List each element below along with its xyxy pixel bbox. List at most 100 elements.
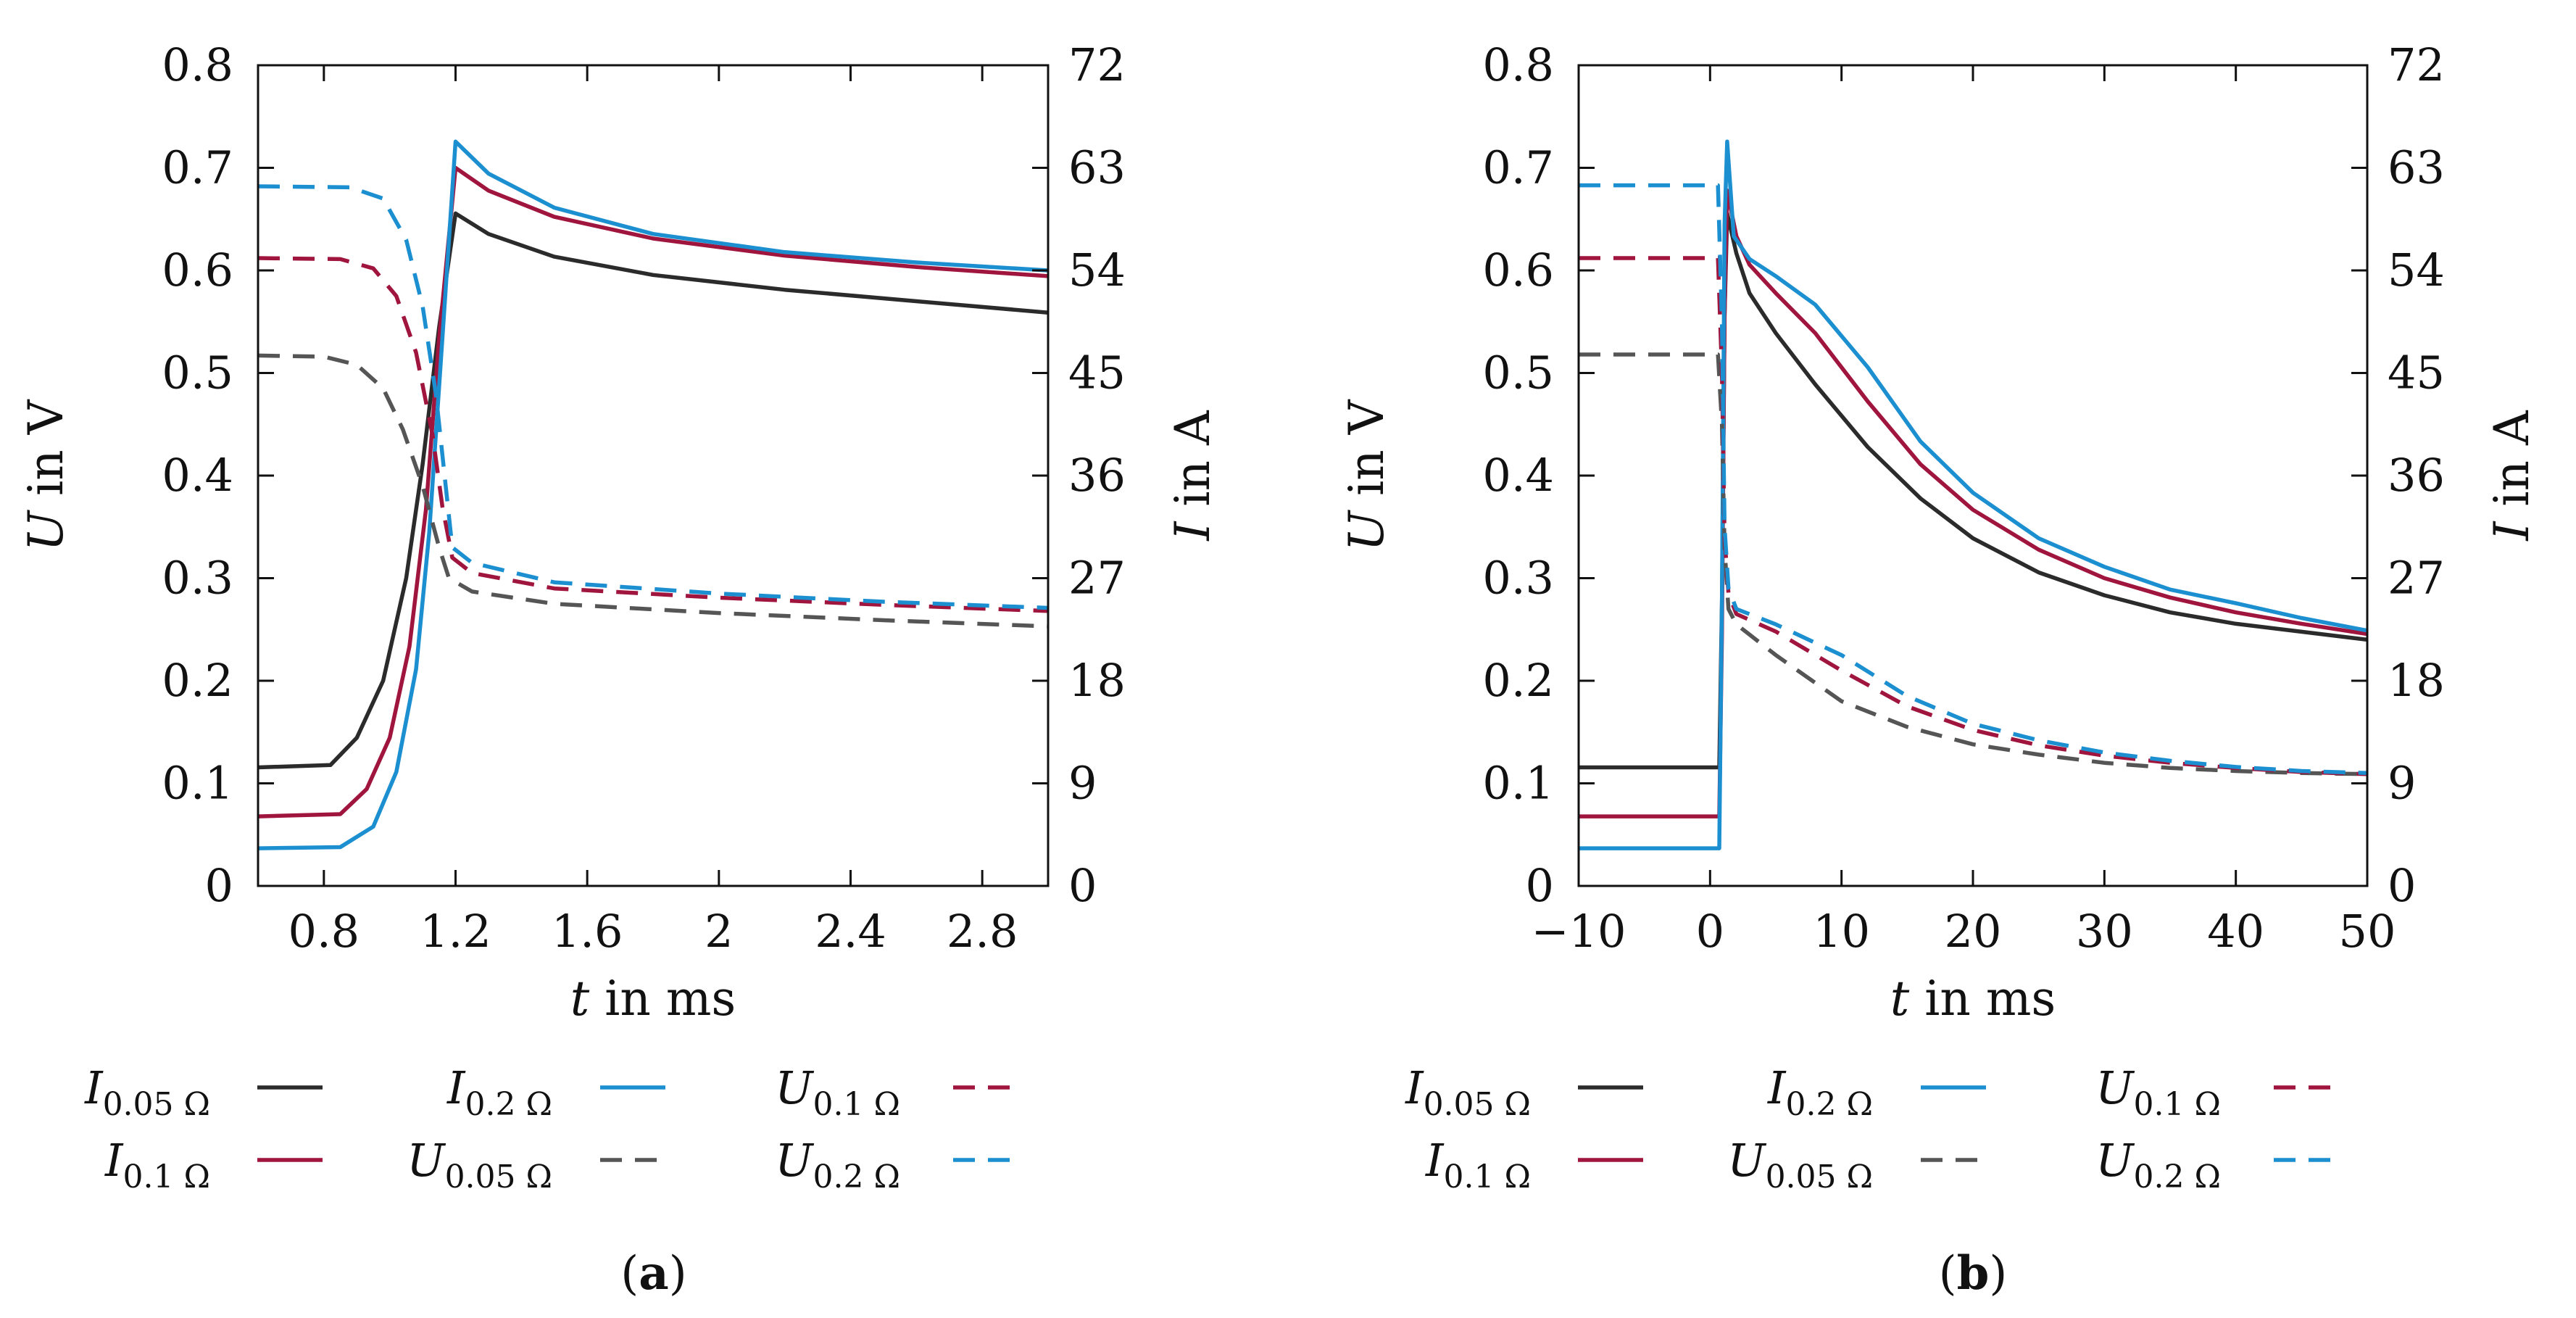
- caption-close: ): [1989, 1247, 2007, 1301]
- y-right-tick-label: 0: [1068, 859, 1097, 912]
- legend-item-U_0.2Ω: U0.2 Ω: [2095, 1134, 2339, 1195]
- series-line-I_0.1Ω: [1579, 188, 2367, 818]
- y-left-tick-label: 0.5: [1482, 347, 1554, 399]
- legend-label-var: I: [1405, 1061, 1424, 1114]
- series-group: [258, 139, 1048, 850]
- legend-item-I_0.05Ω: I0.05 Ω: [84, 1061, 323, 1123]
- panel-caption: (b): [1939, 1246, 2008, 1301]
- legend: I0.05 Ω I0.2 Ω U0.1 ΩI0.1 Ω U0.05 Ω U0.2 Ω: [84, 1061, 1018, 1195]
- y-right-tick-label: 63: [1068, 141, 1126, 194]
- legend-label-sub: 0.05 Ω: [103, 1086, 210, 1123]
- legend-label-var: U: [775, 1061, 814, 1114]
- legend-label-sub: 0.05 Ω: [1424, 1086, 1531, 1123]
- legend-label: I0.05 Ω: [1405, 1061, 1531, 1123]
- y-right-tick-label: 27: [2388, 552, 2445, 605]
- y-left-tick-label: 0.1: [1482, 757, 1554, 810]
- y-left-axis-title-unit: in V: [1339, 399, 1395, 511]
- caption-open: (: [1939, 1247, 1957, 1301]
- y-right-tick-label: 54: [1068, 244, 1126, 297]
- series-group: [1579, 139, 2367, 850]
- y-left-tick-label: 0.8: [1482, 38, 1554, 91]
- y-right-tick-label: 18: [1068, 654, 1126, 707]
- y-right-axis-title-unit: in A: [2484, 410, 2540, 522]
- caption-letter: a: [639, 1246, 668, 1301]
- y-left-tick-label: 0: [205, 859, 233, 912]
- legend-label-sub: 0.1 Ω: [1444, 1159, 1531, 1195]
- y-right-tick-label: 18: [2388, 654, 2445, 707]
- legend-label-sub: 0.1 Ω: [813, 1086, 900, 1123]
- y-left-tick-label: 0.4: [1482, 449, 1554, 502]
- x-axis-title-var: t: [570, 971, 590, 1027]
- x-tick-label: 0: [1696, 905, 1724, 958]
- legend-item-I_0.1Ω: I0.1 Ω: [1425, 1134, 1643, 1195]
- y-right-tick-label: 9: [2388, 757, 2416, 810]
- legend-label: U0.05 Ω: [407, 1134, 552, 1195]
- x-tick-label: −10: [1532, 905, 1626, 958]
- legend-label: I0.2 Ω: [1767, 1061, 1873, 1123]
- legend-item-I_0.1Ω: I0.1 Ω: [104, 1134, 323, 1195]
- legend: I0.05 Ω I0.2 Ω U0.1 ΩI0.1 Ω U0.05 Ω U0.2 Ω: [1405, 1061, 2339, 1195]
- y-left-tick-label: 0: [1526, 859, 1554, 912]
- legend-item-U_0.05Ω: U0.05 Ω: [407, 1134, 665, 1195]
- panel-caption: (a): [620, 1246, 686, 1301]
- panel-a: 0.8 1.2 1.6 2 2.4 2.8 0 0.1 0.2 0.3 0.4 0.5 0.6 0.7 0.…: [18, 38, 1221, 1301]
- panel-b: −10 0 10 20 30 40 5000.10.20.30.40.50.60.70.80…: [1339, 38, 2540, 1301]
- legend-label: U0.2 Ω: [775, 1134, 900, 1195]
- legend-label-sub: 0.1 Ω: [2134, 1086, 2221, 1123]
- legend-label: U0.05 Ω: [1727, 1134, 1873, 1195]
- x-axis-title: t in ms: [1890, 971, 2056, 1027]
- legend-label-sub: 0.05 Ω: [445, 1159, 552, 1195]
- x-tick-label: 2: [705, 905, 733, 958]
- legend-label: I0.1 Ω: [104, 1134, 210, 1195]
- legend-item-U_0.1Ω: U0.1 Ω: [775, 1061, 1018, 1123]
- y-left-tick-label: 0.4: [162, 449, 233, 502]
- legend-label-var: U: [2095, 1061, 2135, 1114]
- legend-label-sub: 0.2 Ω: [2134, 1159, 2221, 1195]
- y-right-tick-label: 9: [1068, 757, 1097, 810]
- series-line-U_0.2Ω: [258, 184, 1048, 610]
- x-axis-title-unit: in ms: [1909, 971, 2056, 1027]
- y-right-tick-label: 54: [2388, 244, 2445, 297]
- x-tick-label: 20: [1945, 905, 2002, 958]
- y-left-tick-label: 0.7: [162, 141, 233, 194]
- y-left-tick-label: 0.3: [1482, 552, 1554, 605]
- legend-label-var: I: [446, 1061, 466, 1114]
- legend-item-I_0.2Ω: I0.2 Ω: [1767, 1061, 1986, 1123]
- y-left-tick-label: 0.1: [162, 757, 233, 810]
- x-axis-title: t in ms: [570, 971, 736, 1027]
- y-left-tick-label: 0.2: [162, 654, 233, 707]
- series-line-I_0.2Ω: [1579, 139, 2367, 850]
- y-right-tick-label: 63: [2388, 141, 2445, 194]
- caption-letter: b: [1957, 1246, 1990, 1301]
- legend-label-sub: 0.2 Ω: [465, 1086, 552, 1123]
- legend-label: U0.1 Ω: [775, 1061, 900, 1123]
- x-tick-label: 1.2: [420, 905, 491, 958]
- y-left-axis-title-var: U: [18, 509, 74, 551]
- y-left-tick-label: 0.2: [1482, 654, 1554, 707]
- y-right-tick-label: 0: [2388, 859, 2416, 912]
- y-left-tick-label: 0.6: [1482, 244, 1554, 297]
- x-tick-label: 0.8: [288, 905, 360, 958]
- legend-item-U_0.05Ω: U0.05 Ω: [1727, 1134, 1986, 1195]
- y-left-axis-title-var: U: [1339, 509, 1395, 551]
- legend-label-var: I: [84, 1061, 104, 1114]
- legend-label: U0.1 Ω: [2095, 1061, 2221, 1123]
- series-line-U_0.1Ω: [258, 256, 1048, 613]
- y-left-tick-label: 0.3: [162, 552, 233, 605]
- legend-label: U0.2 Ω: [2095, 1134, 2221, 1195]
- series-line-U_0.05Ω: [1579, 352, 2367, 776]
- y-right-axis-title-var: I: [1165, 521, 1221, 542]
- legend-label-var: U: [1727, 1134, 1766, 1187]
- y-right-tick-label: 72: [1068, 38, 1126, 91]
- x-tick-label: 2.4: [815, 905, 886, 958]
- y-right-tick-label: 45: [1068, 347, 1126, 399]
- caption-close: ): [669, 1247, 687, 1301]
- legend-label-var: U: [2095, 1134, 2135, 1187]
- y-left-axis-title-unit: in V: [18, 399, 74, 511]
- legend-label-var: I: [1767, 1061, 1787, 1114]
- y-right-axis-title: I in A: [2484, 410, 2540, 542]
- series-line-U_0.2Ω: [1579, 183, 2367, 776]
- y-right-axis-title-var: I: [2484, 521, 2540, 542]
- legend-label-var: I: [104, 1134, 124, 1187]
- x-tick-label: 40: [2207, 905, 2264, 958]
